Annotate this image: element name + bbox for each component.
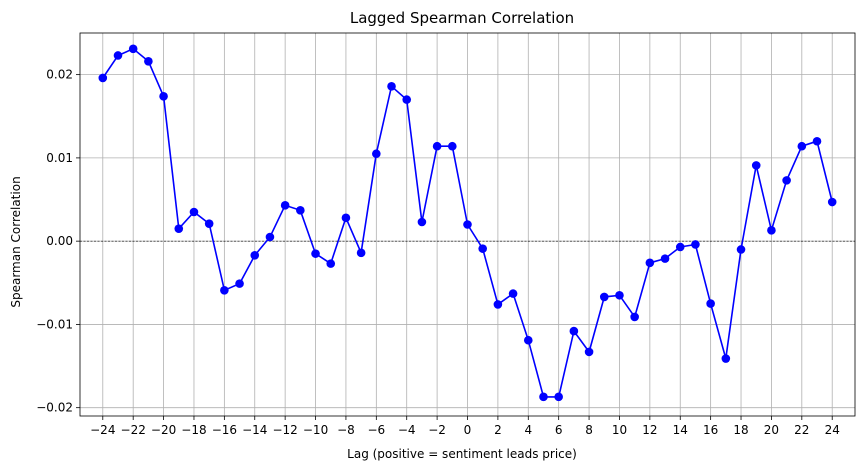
data-point xyxy=(508,289,518,298)
x-tick-label: 20 xyxy=(764,423,779,437)
data-point xyxy=(584,347,594,357)
x-tick-label: −4 xyxy=(398,423,416,437)
x-tick-label: 12 xyxy=(642,423,657,437)
data-point xyxy=(250,251,260,260)
series-layer xyxy=(98,44,837,402)
data-point xyxy=(797,141,807,151)
y-axis-ticks: −0.02 −0.01 0.00 0.01 0.02 xyxy=(36,68,80,415)
data-point xyxy=(159,91,168,101)
y-tick-label: −0.02 xyxy=(36,401,73,415)
data-point xyxy=(387,81,396,91)
data-point xyxy=(691,240,700,249)
data-point xyxy=(113,51,123,60)
data-point xyxy=(402,95,412,104)
data-point xyxy=(539,392,548,402)
data-point xyxy=(235,279,244,288)
data-point xyxy=(751,161,761,170)
y-tick-label: 0.00 xyxy=(46,234,73,248)
data-point xyxy=(523,335,533,345)
x-axis-ticks: −24 −22 −20 −18 −16 −14 −12 −10 −8 −6 −4 −2 0 2 4 6 8 10 1… xyxy=(90,416,840,437)
y-axis-label: Spearman Correlation xyxy=(9,176,23,307)
x-tick-label: 18 xyxy=(733,423,748,437)
x-tick-label: −6 xyxy=(367,423,385,437)
data-point xyxy=(721,354,731,363)
data-point xyxy=(417,217,427,227)
x-tick-label: 22 xyxy=(794,423,809,437)
x-tick-label: −12 xyxy=(272,423,297,437)
x-tick-label: −16 xyxy=(212,423,237,437)
data-point xyxy=(98,73,108,83)
data-point xyxy=(356,248,366,258)
x-tick-label: 16 xyxy=(703,423,718,437)
y-tick-label: 0.02 xyxy=(46,68,73,82)
data-point xyxy=(220,285,229,295)
data-point xyxy=(478,244,487,253)
data-point xyxy=(630,312,639,322)
data-point xyxy=(372,149,381,159)
data-point xyxy=(660,254,670,263)
x-tick-label: 24 xyxy=(825,423,840,437)
data-point xyxy=(341,213,351,223)
x-tick-label: 0 xyxy=(464,423,472,437)
y-tick-label: 0.01 xyxy=(46,151,73,165)
data-point xyxy=(827,197,837,207)
x-axis-label: Lag (positive = sentiment leads price) xyxy=(347,447,577,461)
data-point xyxy=(144,57,153,66)
y-tick-label: −0.01 xyxy=(36,317,73,331)
data-point xyxy=(128,44,138,54)
data-point xyxy=(554,392,563,402)
data-point xyxy=(812,136,822,146)
data-point xyxy=(493,300,503,309)
x-tick-label: −10 xyxy=(303,423,328,437)
data-point xyxy=(174,224,184,233)
chart-title: Lagged Spearman Correlation xyxy=(350,9,574,27)
x-tick-label: −8 xyxy=(337,423,355,437)
data-point xyxy=(189,207,199,217)
x-tick-label: 8 xyxy=(585,423,593,437)
data-point xyxy=(645,258,655,268)
x-tick-label: 10 xyxy=(612,423,627,437)
data-point xyxy=(736,245,746,254)
data-point xyxy=(296,206,305,215)
data-point xyxy=(432,141,442,151)
x-tick-label: 2 xyxy=(494,423,502,437)
data-point xyxy=(204,219,214,228)
data-point xyxy=(265,232,275,242)
x-tick-label: −20 xyxy=(151,423,176,437)
x-tick-label: 14 xyxy=(673,423,688,437)
data-point xyxy=(615,290,624,300)
data-point xyxy=(326,259,336,268)
data-point xyxy=(448,141,457,151)
data-point xyxy=(569,326,579,336)
data-point xyxy=(280,201,290,210)
data-point xyxy=(706,299,715,308)
data-point xyxy=(782,176,791,185)
data-point xyxy=(767,226,776,235)
data-point xyxy=(675,242,685,252)
data-point xyxy=(311,249,320,258)
data-point xyxy=(599,292,609,302)
x-tick-label: −18 xyxy=(181,423,206,437)
x-tick-label: −22 xyxy=(121,423,146,437)
x-tick-label: −14 xyxy=(242,423,267,437)
x-tick-label: −2 xyxy=(428,423,446,437)
x-tick-label: −24 xyxy=(90,423,115,437)
data-point xyxy=(463,220,472,229)
x-tick-label: 4 xyxy=(524,423,532,437)
x-tick-label: 6 xyxy=(555,423,563,437)
